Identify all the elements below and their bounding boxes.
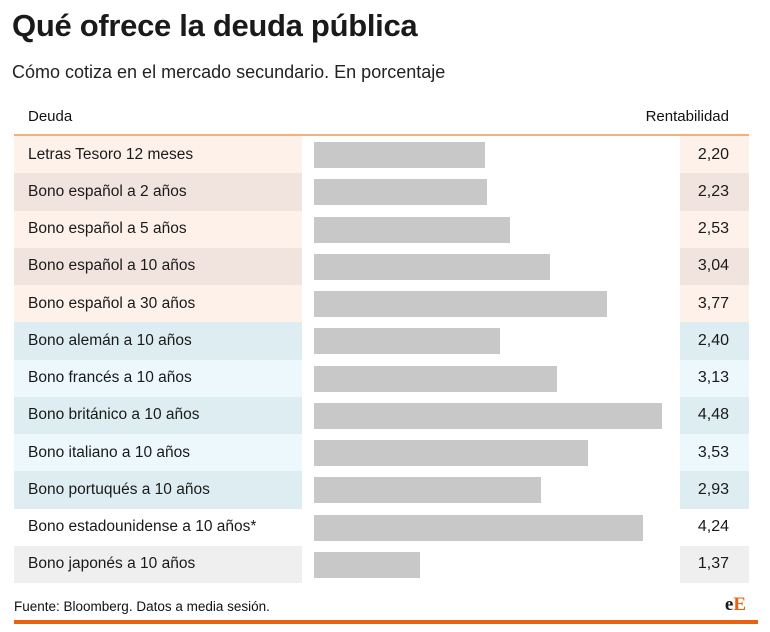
table-row: Bono español a 10 años 3,04 [14, 247, 749, 285]
publisher-logo: eE [725, 594, 746, 616]
bar [314, 328, 501, 355]
value-label: 4,24 [697, 518, 729, 536]
table-header: Deuda Rentabilidad [14, 98, 749, 136]
row-label: Bono japonés a 10 años [28, 555, 196, 573]
row-label: Bono español a 10 años [28, 257, 196, 275]
row-label: Bono alemán a 10 años [28, 331, 192, 349]
value-label: 2,20 [697, 145, 729, 163]
value-label: 3,13 [697, 369, 729, 387]
row-label: Letras Tesoro 12 meses [28, 145, 194, 163]
row-label: Bono español a 2 años [28, 182, 187, 200]
value-label: 2,23 [697, 182, 729, 200]
row-label: Bono portuqués a 10 años [28, 480, 210, 498]
table-row: Bono estadounidense a 10 años* 4,24 [14, 508, 749, 546]
bar [314, 365, 557, 392]
bar [314, 551, 421, 578]
table-row: Bono italiano a 10 años 3,53 [14, 434, 749, 472]
bar [314, 291, 607, 317]
bar-cell [302, 136, 680, 174]
table-row: Bono español a 2 años 2,23 [14, 173, 749, 211]
table-row: Bono francés a 10 años 3,13 [14, 359, 749, 397]
value-label: 2,93 [697, 480, 729, 498]
value-label: 3,77 [697, 294, 729, 312]
source-note: Fuente: Bloomberg. Datos a media sesión. [14, 599, 270, 614]
table-row: Letras Tesoro 12 meses 2,20 [14, 136, 749, 174]
chart-subtitle: Cómo cotiza en el mercado secundario. En… [12, 62, 446, 82]
bar-cell [302, 285, 680, 323]
row-label: Bono español a 5 años [28, 220, 187, 238]
bar-cell [302, 396, 680, 434]
row-label: Bono italiano a 10 años [28, 443, 191, 461]
bar-cell [302, 173, 680, 211]
table-row: Bono portuqués a 10 años 2,93 [14, 471, 749, 509]
table-row: Bono británico a 10 años 4,48 [14, 396, 749, 434]
bar-cell [302, 247, 680, 285]
table-row: Bono alemán a 10 años 2,40 [14, 322, 749, 360]
table-row: Bono español a 5 años 2,53 [14, 210, 749, 248]
value-label: 3,53 [697, 443, 729, 461]
bar [314, 477, 542, 504]
row-label: Bono británico a 10 años [28, 406, 200, 424]
bar [314, 440, 588, 466]
row-label: Bono estadounidense a 10 años* [28, 518, 257, 536]
table-row: Bono español a 30 años 3,77 [14, 285, 749, 323]
bar-cell [302, 471, 680, 509]
bar-cell [302, 359, 680, 397]
logo-letter-E: E [733, 594, 746, 615]
chart-title: Qué ofrece la deuda pública [12, 8, 418, 43]
bar [314, 142, 485, 168]
bar-cell [302, 210, 680, 248]
column-header-deuda: Deuda [28, 108, 73, 125]
bar [314, 216, 511, 243]
bar-cell [302, 545, 680, 583]
bar-cell [302, 508, 680, 546]
bar [314, 253, 550, 280]
row-label: Bono español a 30 años [28, 294, 196, 312]
value-label: 4,48 [697, 406, 729, 424]
bar-cell [302, 434, 680, 472]
value-label: 3,04 [697, 257, 729, 275]
logo-letter-e: e [724, 594, 734, 615]
column-header-rentabilidad: Rentabilidad [645, 108, 729, 125]
bond-yield-table: Deuda Rentabilidad Letras Tesoro 12 mese… [14, 98, 749, 583]
value-label: 2,53 [697, 220, 729, 238]
value-label: 2,40 [697, 331, 729, 349]
value-label: 1,37 [697, 555, 729, 573]
bar [314, 402, 662, 429]
row-label: Bono francés a 10 años [28, 369, 192, 387]
table-rows: Letras Tesoro 12 meses 2,20 Bono español a… [14, 136, 749, 583]
footer-accent-line [14, 620, 758, 624]
bar-cell [302, 322, 680, 360]
bar [314, 179, 488, 206]
table-row: Bono japonés a 10 años 1,37 [14, 545, 749, 583]
bar [314, 514, 644, 541]
